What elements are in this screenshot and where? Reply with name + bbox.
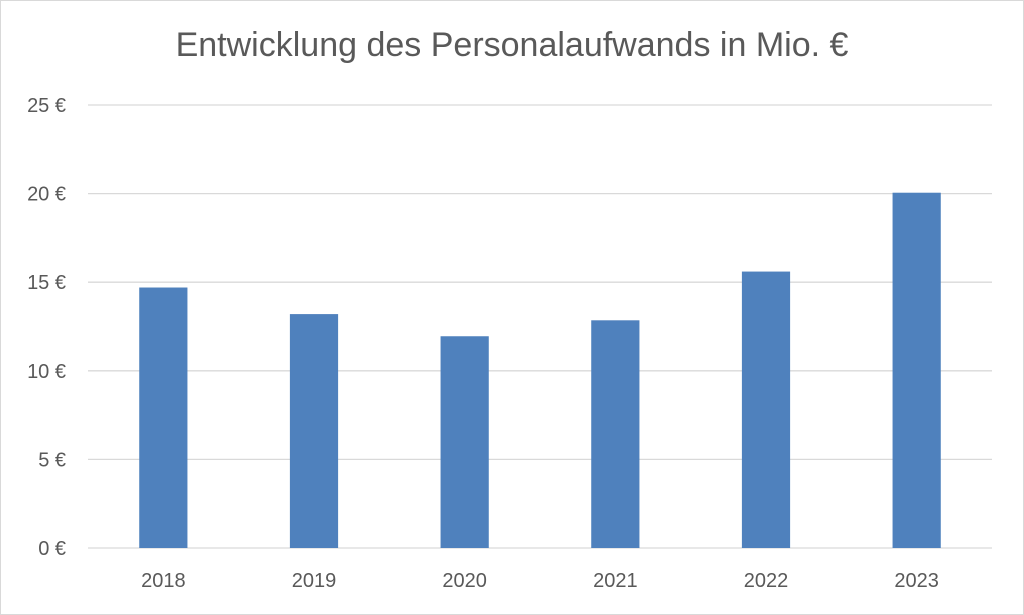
- chart-title: Entwicklung des Personalaufwands in Mio.…: [175, 26, 849, 64]
- y-tick-label: 20 €: [27, 184, 66, 206]
- y-tick-label: 0 €: [38, 538, 66, 560]
- y-tick-label: 15 €: [27, 272, 66, 294]
- x-tick-label: 2022: [744, 570, 789, 592]
- bar-2023: [892, 192, 941, 549]
- x-tick-label: 2019: [292, 570, 337, 592]
- x-axis-ticks: 2018 2019 2020 2021 2022 2023: [141, 570, 939, 592]
- y-tick-label: 25 €: [27, 95, 66, 117]
- bar-2022: [741, 271, 791, 548]
- x-tick-label: 2020: [442, 570, 487, 592]
- x-tick-label: 2018: [141, 570, 186, 592]
- bars: [139, 192, 941, 549]
- x-tick-label: 2021: [593, 570, 638, 592]
- x-tick-label: 2023: [894, 570, 939, 592]
- bar-2020: [440, 336, 489, 548]
- gridlines: [88, 104, 992, 549]
- y-tick-label: 5 €: [38, 449, 66, 471]
- bar-2021: [591, 320, 640, 548]
- bar-2019: [289, 314, 339, 548]
- bar-2018: [139, 287, 188, 548]
- y-axis-ticks: 0 € 5 € 10 € 15 € 20 € 25 €: [27, 95, 66, 560]
- y-tick-label: 10 €: [27, 361, 66, 383]
